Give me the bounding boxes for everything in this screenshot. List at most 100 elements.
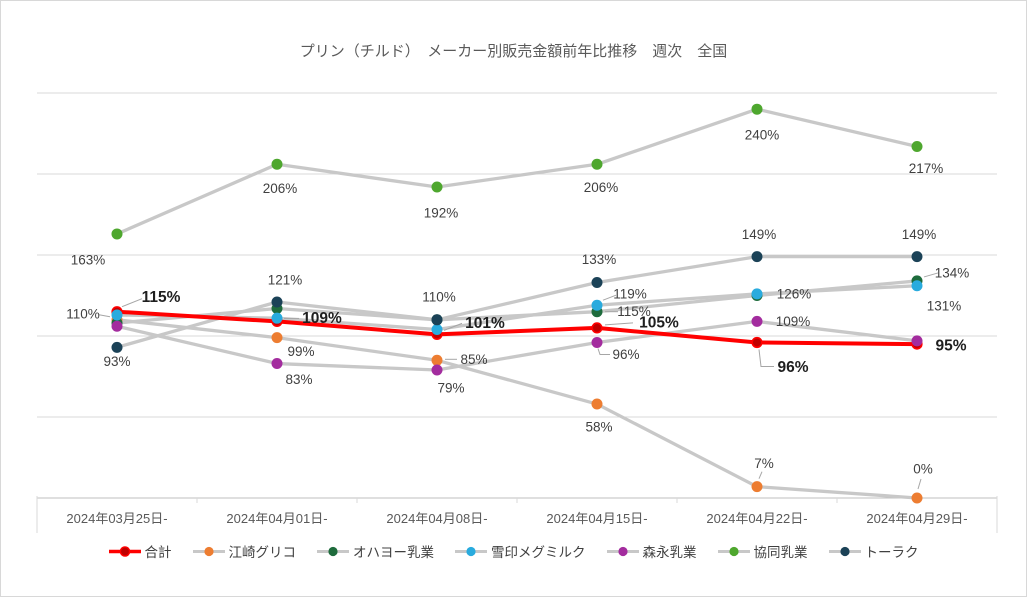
data-point-marker-morinaga[interactable] [431,364,443,376]
data-point-label: 110% [66,306,100,321]
legend-label: 雪印メグミルク [491,545,586,560]
chart-title: プリン（チルド） メーカー別販売金額前年比推移 週次 全国 [299,43,728,60]
data-point-label: 0% [913,462,933,477]
data-point-label: 217% [909,161,944,176]
legend-item-total[interactable]: 合計 [108,541,172,561]
data-point-marker-kyodo-dairy[interactable] [271,158,283,170]
data-point-marker-megmilk-snow[interactable] [111,309,123,321]
data-point-label: 96% [612,347,639,362]
data-point-marker-ezaki-glico[interactable] [271,332,283,344]
data-point-label: 115% [142,289,181,306]
data-point-label: 83% [285,372,312,387]
data-point-marker-morinaga[interactable] [111,320,123,332]
label-leader-line [602,294,617,301]
data-point-marker-kyodo-dairy[interactable] [591,158,603,170]
label-leader-line [758,349,774,367]
legend-item-toraku[interactable]: トーラク [828,541,919,561]
data-point-marker-megmilk-snow[interactable] [911,280,923,292]
legend-item-kyodo-dairy[interactable]: 協同乳業 [717,541,808,561]
data-point-label: 79% [437,381,464,396]
data-point-marker-megmilk-snow[interactable] [751,288,763,300]
x-axis-label: 2024年04月08日- [386,511,488,526]
legend-label: 合計 [144,545,172,560]
data-point-label: 240% [745,128,780,143]
data-point-marker-toraku[interactable] [591,277,603,289]
data-point-marker-megmilk-snow[interactable] [431,324,443,336]
series-line-toraku [115,254,919,349]
data-point-label: 206% [584,180,619,195]
data-point-label: 93% [103,354,130,369]
data-point-label: 119% [613,287,647,302]
x-axis-label: 2024年04月22日- [706,511,808,526]
data-point-marker-total[interactable] [591,322,603,334]
legend-marker-icon [455,546,487,556]
x-axis-label: 2024年04月01日- [226,511,328,526]
data-point-marker-kyodo-dairy[interactable] [751,103,763,115]
legend-item-ezaki-glico[interactable]: 江崎グリコ [192,541,297,561]
legend-marker-icon [317,546,349,556]
data-point-label: 131% [927,298,962,313]
data-point-marker-morinaga[interactable] [271,358,283,370]
data-point-label: 85% [460,352,487,367]
data-point-label: 105% [639,314,679,331]
label-leader-line [597,348,610,355]
label-leader-line [121,298,143,308]
series-line-ezaki-glico [115,318,919,500]
data-point-marker-morinaga[interactable] [591,336,603,348]
data-point-marker-ezaki-glico[interactable] [431,354,443,366]
data-point-label: 101% [465,315,505,332]
series-line-total [115,309,919,347]
data-point-label: 7% [754,456,774,471]
data-point-label: 109% [302,310,342,327]
data-point-marker-ezaki-glico[interactable] [911,492,923,504]
data-point-marker-megmilk-snow[interactable] [591,299,603,311]
label-leader-line [443,322,463,331]
data-point-marker-ezaki-glico[interactable] [751,481,763,493]
data-point-label: 163% [71,252,106,267]
data-point-marker-toraku[interactable] [751,251,763,263]
legend: 合計 江崎グリコ オハヨー乳業 雪印メグミルク 森永乳業 協同乳業 トーラク [1,541,1026,561]
legend-label: 森永乳業 [642,545,697,560]
data-point-label: 95% [935,338,966,355]
label-leader-line [604,322,634,326]
x-axis-label: 2024年03月25日- [66,511,168,526]
legend-marker-icon [717,546,750,556]
data-point-marker-toraku[interactable] [111,341,123,353]
data-point-marker-megmilk-snow[interactable] [271,312,283,324]
data-point-label: 149% [902,227,937,242]
series-line-megmilk-snow [115,284,919,332]
data-point-label: 149% [742,227,777,242]
data-point-marker-toraku[interactable] [271,296,283,308]
legend-item-megmilk-snow[interactable]: 雪印メグミルク [455,541,586,561]
x-axis-label: 2024年04月29日- [866,511,968,526]
data-point-label: 133% [582,252,617,267]
label-leader-line [758,471,763,479]
data-point-label: 134% [935,265,970,280]
data-point-marker-toraku[interactable] [911,251,923,263]
data-point-label: 99% [287,344,314,359]
data-point-label: 206% [263,181,298,196]
data-point-label: 126% [777,286,812,301]
data-point-marker-total[interactable] [751,336,763,349]
data-point-label: 109% [776,314,811,329]
legend-marker-icon [606,546,639,556]
data-point-label: 192% [424,205,459,220]
data-point-marker-morinaga[interactable] [911,335,923,347]
data-point-marker-toraku[interactable] [431,314,443,326]
data-point-label: 121% [268,272,303,287]
data-point-marker-morinaga[interactable] [751,315,763,327]
data-point-marker-kyodo-dairy[interactable] [111,228,123,240]
data-point-marker-kyodo-dairy[interactable] [431,181,443,193]
label-leader-line [917,478,922,490]
legend-item-ohayo-dairy[interactable]: オハヨー乳業 [317,541,434,561]
legend-marker-icon [192,546,225,556]
legend-label: オハヨー乳業 [353,545,434,560]
legend-marker-icon [108,545,141,557]
x-axis-label: 2024年04月15日- [546,511,648,526]
legend-label: 協同乳業 [753,545,808,560]
data-point-marker-ezaki-glico[interactable] [591,398,603,410]
legend-item-morinaga[interactable]: 森永乳業 [606,541,697,561]
data-point-marker-kyodo-dairy[interactable] [911,140,923,152]
legend-label: 江崎グリコ [228,545,297,560]
